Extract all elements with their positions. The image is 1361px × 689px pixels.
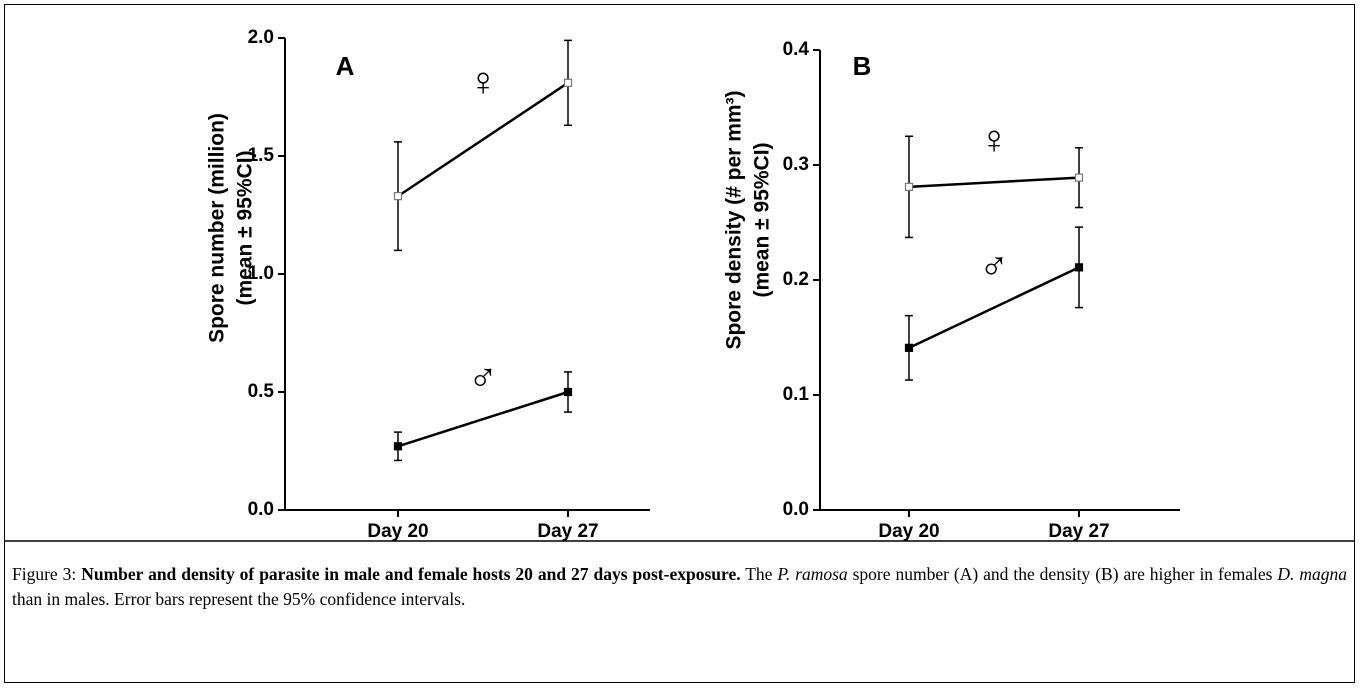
caption-text: than in males. Error bars represent the … xyxy=(12,589,466,609)
data-point xyxy=(904,182,914,191)
series-line xyxy=(908,176,1080,189)
caption-text: Figure 3: xyxy=(12,564,82,584)
data-point xyxy=(1074,263,1084,272)
data-point xyxy=(393,442,403,451)
caption-text: P. ramosa xyxy=(777,564,848,584)
y-tick-label: 1.5 xyxy=(248,145,275,166)
y-tick-label: 1.0 xyxy=(248,263,274,284)
panel-label: B xyxy=(853,51,872,81)
caption-text: spore number (A) and the density (B) are… xyxy=(847,564,1278,584)
x-tick-label: Day 27 xyxy=(1048,521,1109,542)
y-tick-label: 0.4 xyxy=(783,39,810,60)
y-tick-label: 0.0 xyxy=(783,499,809,520)
y-axis-label: (mean ± 95%CI) xyxy=(234,150,257,305)
series-label: ♂ xyxy=(468,355,498,399)
x-tick-label: Day 20 xyxy=(878,521,939,542)
y-axis-label: (mean ± 95%CI) xyxy=(751,142,774,297)
data-point xyxy=(563,78,573,87)
series-line xyxy=(397,390,569,448)
series-line xyxy=(908,266,1080,349)
y-axis-label: Spore density (# per mm³) xyxy=(723,90,746,349)
series-line xyxy=(397,81,569,198)
y-tick-label: 0.3 xyxy=(783,154,809,175)
caption-text: D. magna xyxy=(1277,564,1347,584)
figure-frame xyxy=(4,4,1355,683)
y-tick-label: 0.1 xyxy=(783,384,810,405)
data-point xyxy=(1074,173,1084,182)
series-label: ♀ xyxy=(468,60,498,104)
caption-text: Number and density of parasite in male a… xyxy=(81,564,741,584)
data-point xyxy=(904,343,914,352)
series-label: ♀ xyxy=(979,118,1009,162)
data-point xyxy=(563,387,573,397)
caption-text: The xyxy=(740,564,778,584)
panel-label: A xyxy=(336,51,355,81)
y-axis-label: Spore number (million) xyxy=(206,113,229,343)
caption: Figure 3: Number and density of parasite… xyxy=(12,562,1347,612)
y-tick-label: 0.5 xyxy=(248,381,275,402)
y-tick-label: 2.0 xyxy=(248,27,274,48)
x-tick-label: Day 20 xyxy=(367,521,428,542)
series-label: ♂ xyxy=(979,243,1009,287)
y-tick-label: 0.0 xyxy=(248,499,274,520)
x-tick-label: Day 27 xyxy=(537,521,598,542)
y-tick-label: 0.2 xyxy=(783,269,809,290)
data-point xyxy=(393,192,403,201)
